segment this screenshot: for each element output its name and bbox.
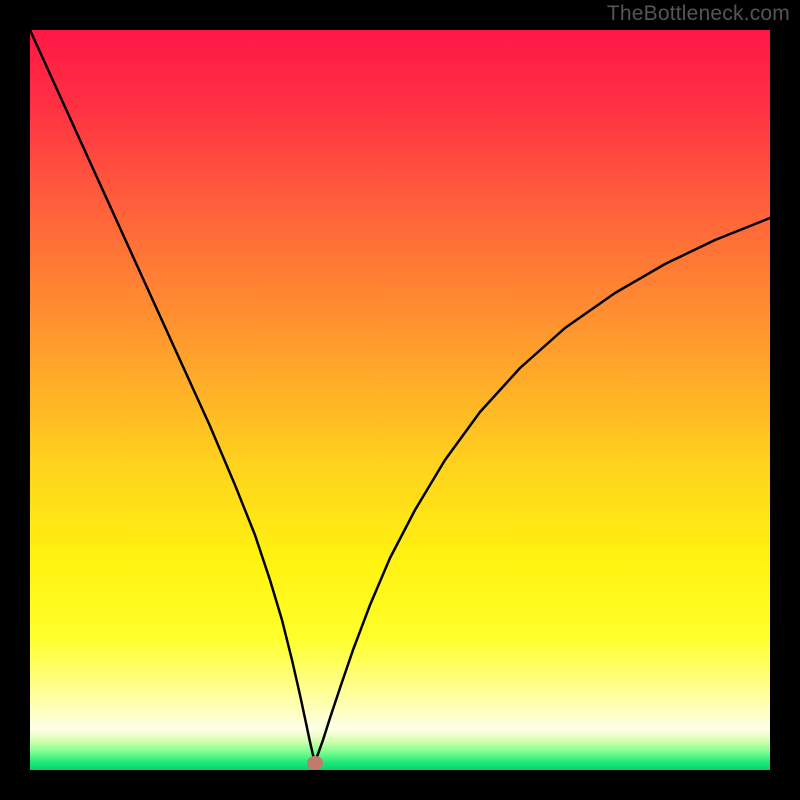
plot-background [30, 30, 770, 770]
bottleneck-curve-chart [0, 0, 800, 800]
chart-container: TheBottleneck.com [0, 0, 800, 800]
optimal-point-marker [307, 756, 323, 770]
watermark-text: TheBottleneck.com [607, 2, 790, 26]
